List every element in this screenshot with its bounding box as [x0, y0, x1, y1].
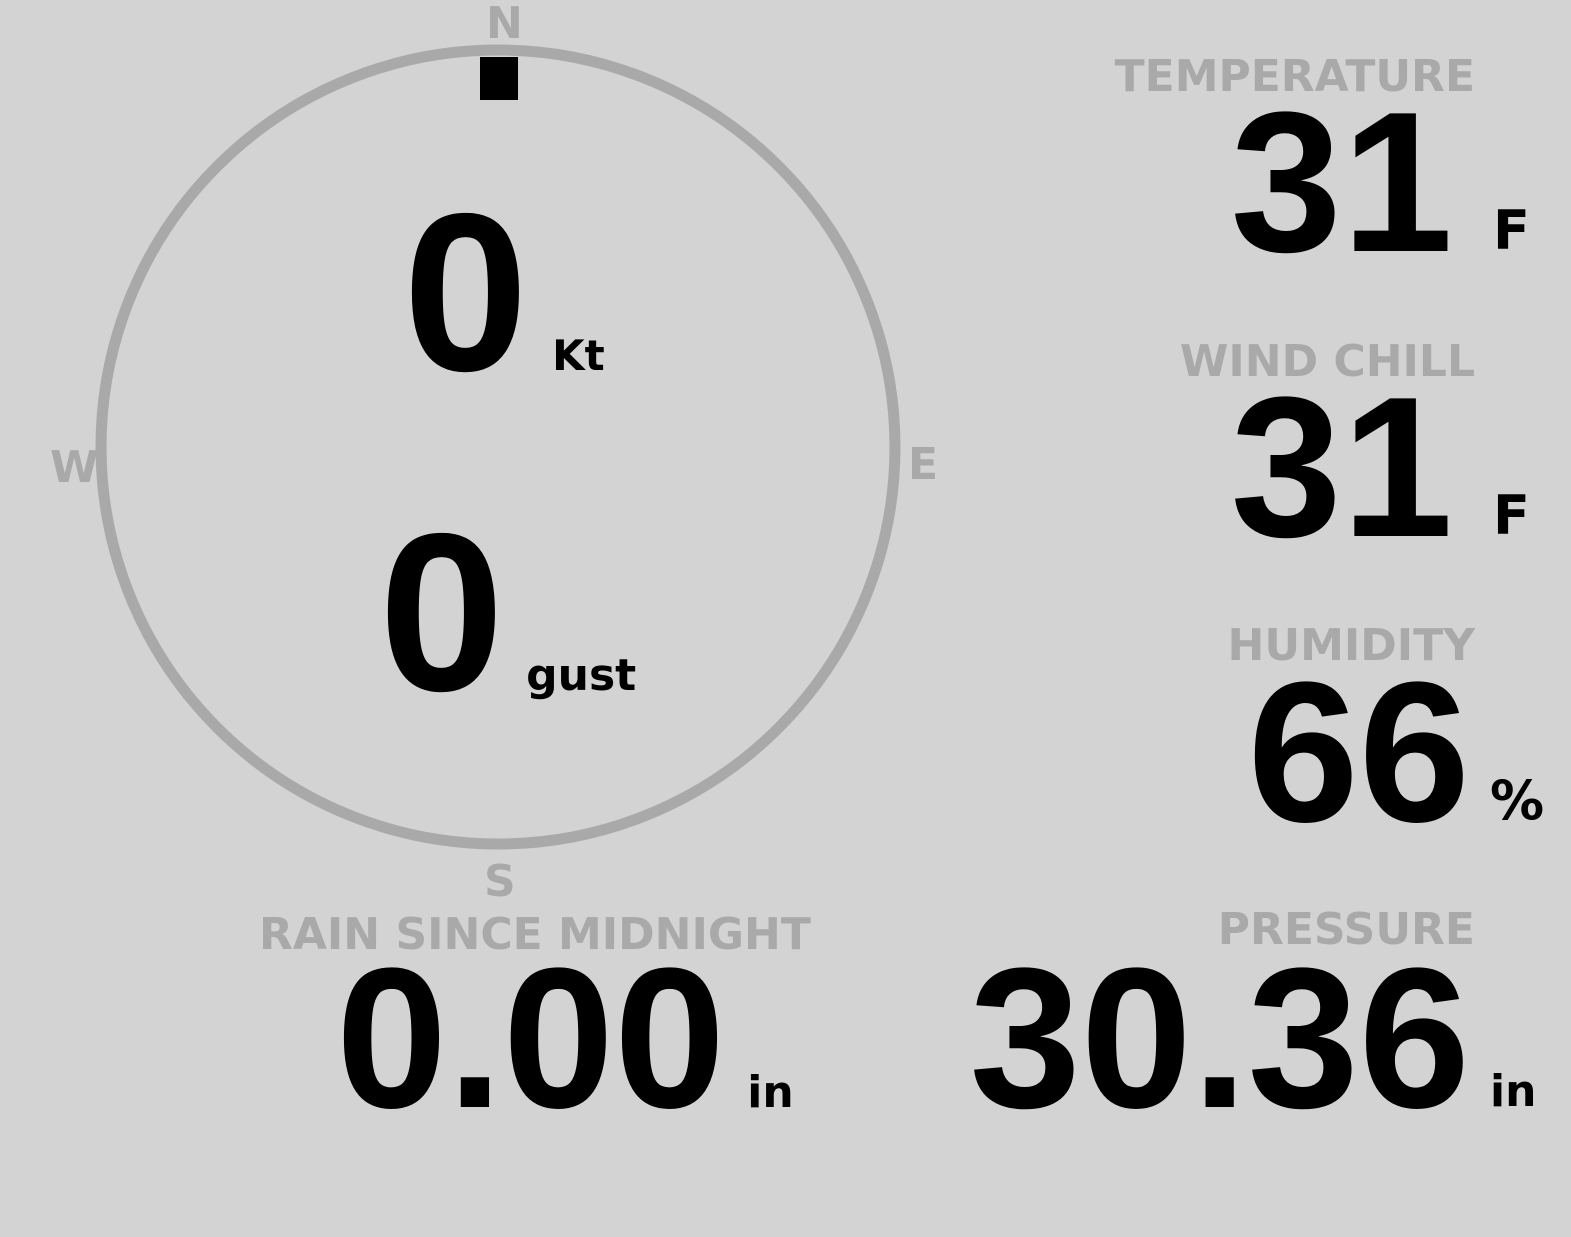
- rain-unit: in: [747, 1067, 794, 1118]
- humidity-unit: %: [1490, 769, 1545, 832]
- temperature-label: TEMPERATURE: [1114, 51, 1475, 102]
- rain-label: RAIN SINCE MIDNIGHT: [259, 909, 811, 960]
- rain-row: 0.00 in: [336, 927, 794, 1150]
- wind-speed-unit: Kt: [552, 331, 605, 380]
- rain-value: 0.00: [336, 927, 726, 1150]
- compass-dial: [95, 44, 901, 850]
- temperature-unit: F: [1493, 199, 1530, 262]
- wind-speed-row: 0 Kt: [403, 166, 605, 418]
- wind-chill-label: WIND CHILL: [1179, 336, 1475, 387]
- compass-south-label: S: [484, 856, 516, 907]
- wind-gust-row: 0 gust: [379, 486, 637, 738]
- wind-speed-value: 0: [403, 166, 529, 418]
- compass-east-label: E: [908, 439, 939, 490]
- wind-gust-value: 0: [379, 486, 505, 738]
- temperature-row: 31 F: [1231, 83, 1530, 283]
- wind-gust-unit: gust: [526, 650, 637, 701]
- pressure-label: PRESSURE: [1217, 904, 1475, 955]
- compass-ring: [95, 44, 901, 850]
- humidity-value: 66: [1247, 641, 1470, 864]
- pressure-value: 30.36: [969, 927, 1471, 1150]
- compass-north-label: N: [486, 0, 523, 49]
- pressure-row: 30.36 in: [970, 939, 1537, 1139]
- wind-chill-unit: F: [1493, 484, 1530, 547]
- wind-direction-pointer: [480, 57, 518, 100]
- pressure-unit: in: [1490, 1066, 1537, 1117]
- humidity-row: 66 %: [1248, 653, 1545, 853]
- temperature-value: 31: [1230, 71, 1453, 294]
- wind-chill-value: 31: [1230, 356, 1453, 579]
- humidity-label: HUMIDITY: [1227, 620, 1475, 671]
- wind-chill-row: 31 F: [1231, 368, 1530, 568]
- compass-west-label: W: [50, 442, 99, 493]
